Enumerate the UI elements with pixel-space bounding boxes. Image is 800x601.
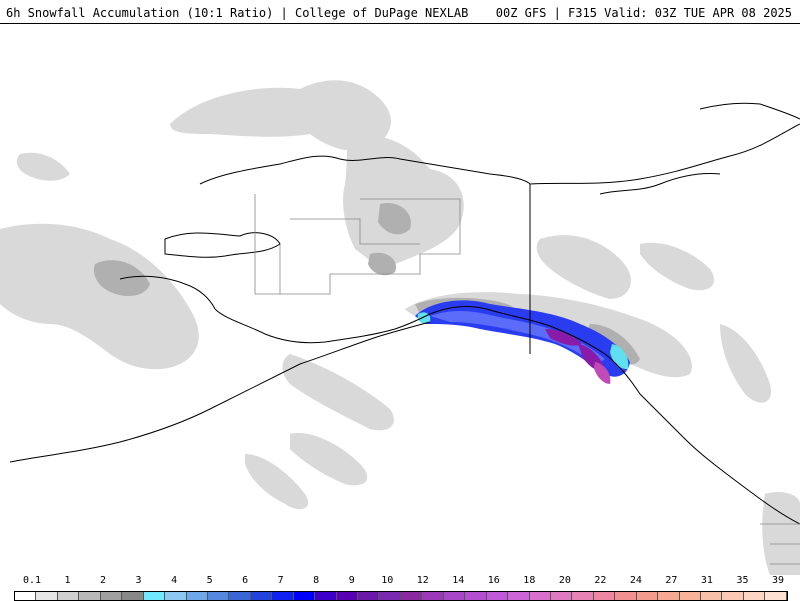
color-legend: 0.1 1 2 3 4 5 6 7 8 9 10 12 14 16 18 20 22 24 27 31 35 39: [0, 575, 800, 601]
legend-swatch: [743, 592, 766, 600]
admin-borders: [254, 194, 800, 565]
legend-tick-label: 16: [487, 575, 500, 586]
legend-tick-label: 9: [348, 575, 355, 586]
legend-swatch: [400, 592, 423, 600]
snowfall-map: [0, 80, 800, 575]
legend-swatch: [272, 592, 294, 600]
light-snow-areas: [0, 80, 800, 575]
legend-swatch: [165, 592, 187, 600]
legend-tick-label: 2: [100, 575, 107, 586]
legend-swatch: [422, 592, 444, 600]
legend-tick-label: 35: [736, 575, 749, 586]
legend-swatch: [336, 592, 358, 600]
legend-swatch: [358, 592, 380, 600]
header-bar: 6h Snowfall Accumulation (10:1 Ratio) | …: [0, 0, 800, 24]
legend-swatch: [765, 592, 787, 600]
legend-tick-label: 10: [381, 575, 394, 586]
legend-tick-label: 12: [416, 575, 429, 586]
legend-tick-label: 4: [171, 575, 178, 586]
legend-tick-label: 7: [277, 575, 284, 586]
legend-swatch: [36, 592, 58, 600]
legend-tick-label: 20: [558, 575, 571, 586]
legend-swatch: [443, 592, 466, 600]
legend-swatch: [508, 592, 530, 600]
legend-swatch: [15, 592, 37, 600]
legend-swatch: [143, 592, 166, 600]
legend-tick-label: 5: [206, 575, 213, 586]
legend-swatch: [250, 592, 273, 600]
legend-tick-label: 14: [452, 575, 465, 586]
legend-swatch: [701, 592, 723, 600]
legend-swatch: [57, 592, 80, 600]
legend-swatch: [465, 592, 487, 600]
legend-tick-label: 27: [665, 575, 678, 586]
legend-tick-label: 39: [771, 575, 785, 586]
legend-tick-label: 1: [64, 575, 71, 586]
run-valid-time: 00Z GFS | F315 Valid: 03Z TUE APR 08 202…: [495, 6, 792, 20]
legend-swatch: [315, 592, 337, 600]
legend-swatch: [658, 592, 680, 600]
legend-tick-labels: 0.1 1 2 3 4 5 6 7 8 9 10 12 14 16 18 20 22 24 27 31 35 39: [0, 575, 800, 587]
legend-swatch: [593, 592, 616, 600]
legend-swatch: [679, 592, 701, 600]
legend-tick-label: 8: [313, 575, 320, 586]
legend-swatch: [572, 592, 594, 600]
legend-swatch: [79, 592, 101, 600]
legend-tick-label: 0.1: [22, 575, 42, 586]
legend-swatch: [229, 592, 251, 600]
map-panel[interactable]: [0, 24, 800, 575]
legend-tick-label: 3: [135, 575, 142, 586]
heavy-snow-band: [415, 300, 630, 384]
legend-swatch: [207, 592, 230, 600]
legend-swatch: [615, 592, 637, 600]
legend-tick-label: 24: [629, 575, 642, 586]
legend-swatch: [100, 592, 123, 600]
legend-tick-label: 22: [594, 575, 607, 586]
legend-swatch: [529, 592, 551, 600]
legend-swatch: [486, 592, 509, 600]
legend-swatch: [122, 592, 144, 600]
legend-tick-label: 18: [523, 575, 536, 586]
legend-swatch: [186, 592, 208, 600]
legend-swatch: [636, 592, 659, 600]
legend-swatch: [550, 592, 573, 600]
product-title: 6h Snowfall Accumulation (10:1 Ratio) | …: [6, 6, 469, 20]
legend-swatch: [293, 592, 316, 600]
legend-tick-label: 31: [700, 575, 713, 586]
legend-swatch: [722, 592, 744, 600]
legend-swatch: [379, 592, 401, 600]
legend-color-bar: [14, 591, 788, 601]
legend-tick-label: 6: [242, 575, 249, 586]
coastlines: [9, 102, 800, 525]
